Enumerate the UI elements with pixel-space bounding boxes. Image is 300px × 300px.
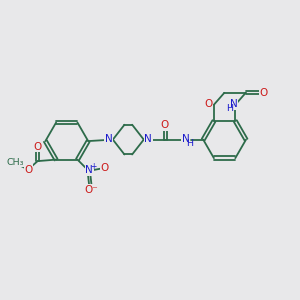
Text: N: N: [85, 165, 93, 175]
Text: O: O: [161, 120, 169, 130]
Text: N: N: [144, 134, 152, 144]
Text: O: O: [25, 165, 33, 175]
Text: O: O: [260, 88, 268, 98]
Text: O: O: [101, 163, 109, 173]
Text: O: O: [34, 142, 42, 152]
Text: N: N: [182, 134, 190, 144]
Text: H: H: [226, 104, 233, 113]
Text: O⁻: O⁻: [84, 185, 98, 195]
Text: +: +: [90, 162, 96, 171]
Text: O: O: [204, 99, 213, 109]
Text: CH₃: CH₃: [7, 158, 24, 167]
Text: H: H: [186, 139, 193, 148]
Text: N: N: [230, 99, 238, 109]
Text: N: N: [104, 134, 112, 144]
